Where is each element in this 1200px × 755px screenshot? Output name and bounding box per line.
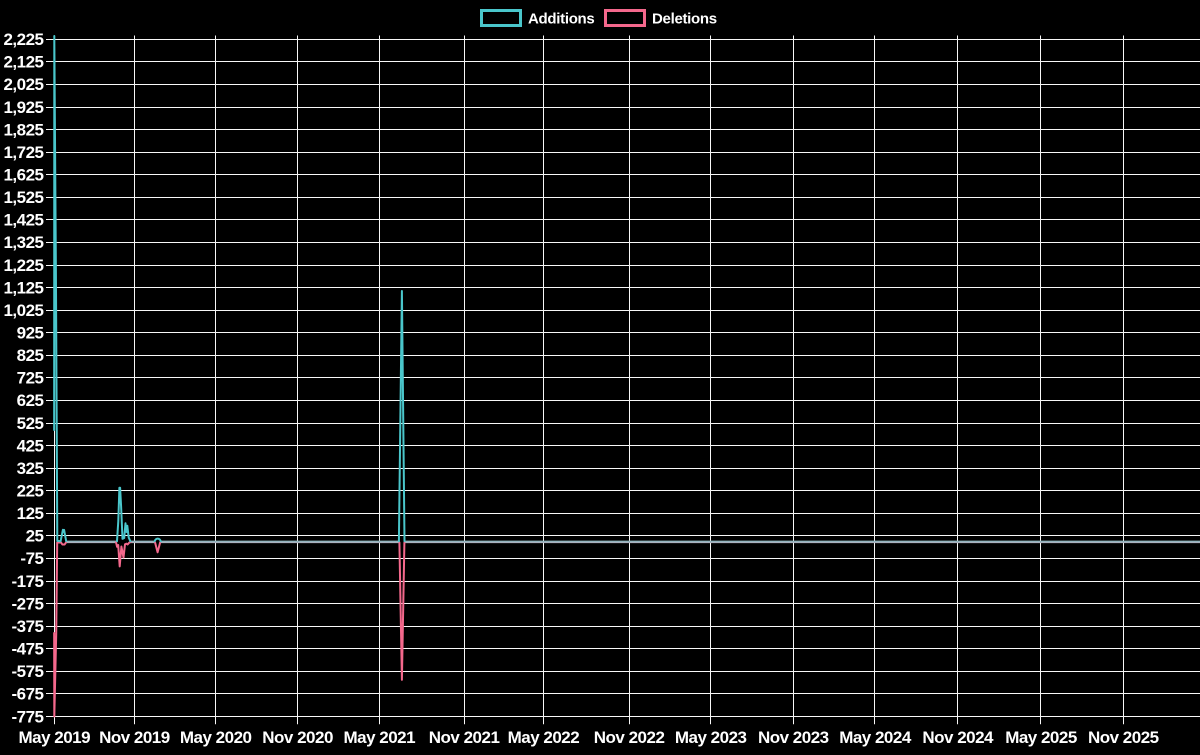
svg-text:1,625: 1,625	[3, 165, 43, 184]
svg-text:625: 625	[17, 391, 44, 410]
svg-text:2,125: 2,125	[3, 53, 43, 72]
svg-text:125: 125	[17, 504, 44, 523]
svg-text:Nov 2020: Nov 2020	[262, 728, 333, 747]
svg-text:1,125: 1,125	[3, 278, 43, 297]
svg-text:May 2025: May 2025	[1005, 728, 1077, 747]
svg-text:1,025: 1,025	[3, 301, 43, 320]
svg-text:Nov 2019: Nov 2019	[99, 728, 170, 747]
svg-text:1,425: 1,425	[3, 211, 43, 230]
svg-text:225: 225	[17, 482, 44, 501]
svg-text:Nov 2022: Nov 2022	[594, 728, 665, 747]
svg-text:May 2021: May 2021	[343, 728, 415, 747]
svg-text:325: 325	[17, 459, 44, 478]
svg-text:Nov 2021: Nov 2021	[429, 728, 500, 747]
svg-text:May 2022: May 2022	[508, 728, 580, 747]
svg-text:2,025: 2,025	[3, 75, 43, 94]
svg-text:-475: -475	[11, 640, 43, 659]
svg-text:Nov 2025: Nov 2025	[1088, 728, 1159, 747]
svg-text:-675: -675	[11, 685, 43, 704]
svg-text:-375: -375	[11, 617, 43, 636]
svg-text:1,725: 1,725	[3, 143, 43, 162]
svg-text:May 2024: May 2024	[839, 728, 912, 747]
svg-text:May 2020: May 2020	[180, 728, 252, 747]
svg-text:1,525: 1,525	[3, 188, 43, 207]
svg-text:Nov 2024: Nov 2024	[922, 728, 994, 747]
svg-text:1,325: 1,325	[3, 233, 43, 252]
svg-text:-275: -275	[11, 594, 43, 613]
svg-text:925: 925	[17, 324, 44, 343]
svg-text:-775: -775	[11, 707, 43, 726]
svg-text:2,225: 2,225	[3, 30, 43, 49]
svg-text:1,825: 1,825	[3, 120, 43, 139]
svg-text:Nov 2023: Nov 2023	[758, 728, 829, 747]
svg-text:1,925: 1,925	[3, 98, 43, 117]
svg-text:525: 525	[17, 414, 44, 433]
svg-text:Additions: Additions	[528, 11, 594, 28]
svg-text:Deletions: Deletions	[652, 11, 717, 28]
svg-text:1,225: 1,225	[3, 256, 43, 275]
svg-text:-175: -175	[11, 572, 43, 591]
svg-text:725: 725	[17, 369, 44, 388]
svg-text:25: 25	[26, 527, 44, 546]
svg-text:May 2023: May 2023	[675, 728, 747, 747]
svg-text:-75: -75	[20, 549, 43, 568]
svg-text:825: 825	[17, 346, 44, 365]
svg-text:May 2019: May 2019	[18, 728, 90, 747]
svg-text:425: 425	[17, 436, 44, 455]
svg-text:-575: -575	[11, 662, 43, 681]
